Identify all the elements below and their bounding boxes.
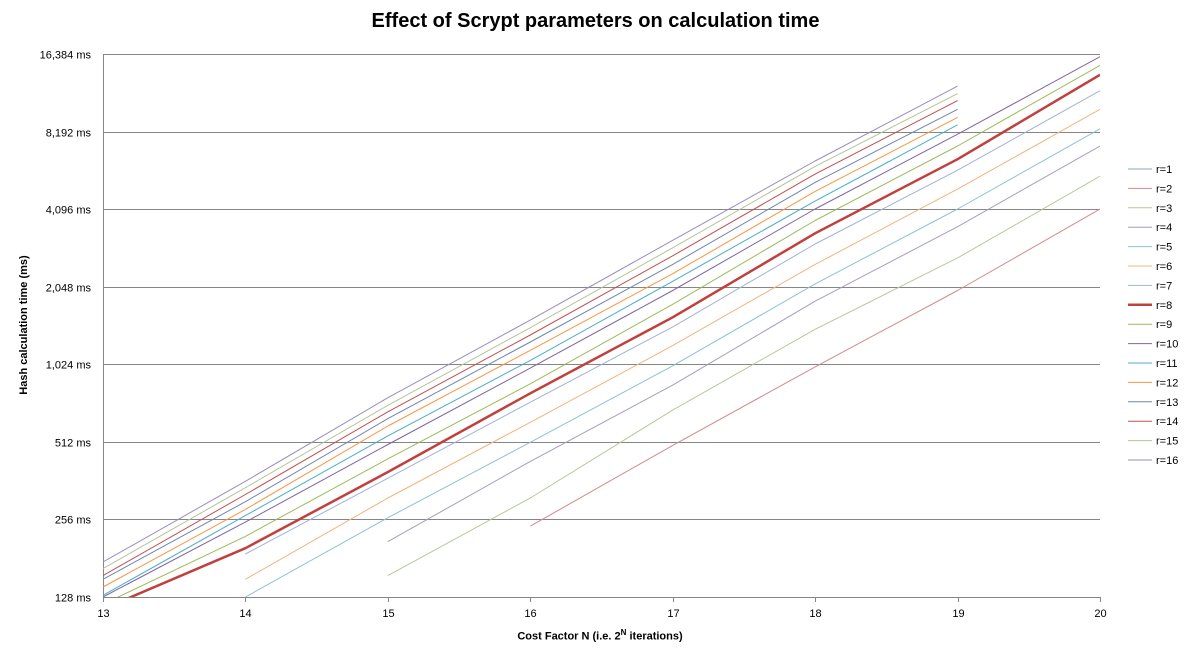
series-line-r-7: [245, 90, 1100, 555]
x-tick-label: 18: [809, 608, 821, 620]
x-tick-label: 17: [667, 608, 679, 620]
legend-label-r-7: r=7: [1156, 280, 1172, 292]
series-line-r-14: [103, 100, 958, 577]
chart-title: Effect of Scrypt parameters on calculati…: [371, 10, 820, 32]
y-tick-label: 128 ms: [55, 593, 92, 605]
x-tick-label: 13: [97, 608, 109, 620]
series-line-r-16: [103, 85, 958, 563]
x-axis-label: Cost Factor N (i.e. 2N iterations): [517, 628, 682, 643]
series-line-r-15: [103, 93, 958, 570]
legend: r=1 r=2 r=3 r=4 r=5 r=6 r=7 r=8 r=9 r=10 r=11 r=12 r…: [1128, 164, 1178, 467]
legend-label-r-5: r=5: [1156, 242, 1172, 254]
grid-lines: [103, 54, 1100, 598]
y-tick-label: 512 ms: [55, 438, 92, 450]
legend-label-r-15: r=15: [1156, 436, 1178, 448]
legend-label-r-14: r=14: [1156, 416, 1178, 428]
legend-label-r-2: r=2: [1156, 183, 1172, 195]
legend-label-r-4: r=4: [1156, 222, 1172, 234]
series-line-r-5: [245, 128, 1100, 597]
y-tick-label: 1,024 ms: [46, 360, 92, 372]
series-line-r-3: [387, 175, 1100, 577]
legend-label-r-3: r=3: [1156, 203, 1172, 215]
y-tick-label: 4,096 ms: [46, 205, 92, 217]
series-line-r-8: [127, 73, 1100, 597]
legend-label-r-6: r=6: [1156, 261, 1172, 273]
y-tick-label: 16,384 ms: [40, 50, 92, 62]
series-line-r-11: [103, 124, 958, 596]
series-lines: [103, 56, 1100, 597]
x-axis-label-sup: N: [620, 628, 627, 637]
x-tick-label: 14: [239, 608, 251, 620]
series-line-r-13: [103, 108, 958, 580]
legend-label-r-11: r=11: [1156, 358, 1178, 370]
series-line-r-4: [387, 145, 1100, 543]
series-line-r-9: [116, 64, 1100, 597]
series-line-r-2: [530, 208, 1100, 527]
x-tick-labels: 13 14 15 16 17 18 19 20: [97, 597, 1107, 620]
x-tick-label: 15: [382, 608, 394, 620]
x-tick-label: 16: [524, 608, 536, 620]
x-axis-label-suffix: iterations): [626, 630, 683, 643]
legend-label-r-8: r=8: [1156, 300, 1172, 312]
legend-label-r-16: r=16: [1156, 455, 1178, 467]
x-axis-label-prefix: Cost Factor N (i.e. 2: [517, 630, 621, 643]
y-tick-labels: 128 ms 256 ms 512 ms 1,024 ms 2,048 ms 4,096 …: [40, 50, 92, 605]
x-tick-label: 19: [952, 608, 964, 620]
series-line-r-6: [245, 108, 1100, 580]
legend-label-r-10: r=10: [1156, 339, 1178, 351]
legend-label-r-13: r=13: [1156, 397, 1178, 409]
series-line-r-12: [103, 116, 958, 588]
legend-label-r-9: r=9: [1156, 319, 1172, 331]
y-tick-label: 256 ms: [55, 515, 92, 527]
legend-label-r-1: r=1: [1156, 164, 1172, 176]
y-tick-label: 8,192 ms: [46, 128, 92, 140]
series-line-r-10: [103, 56, 1100, 597]
x-tick-label: 20: [1094, 608, 1106, 620]
y-tick-label: 2,048 ms: [46, 283, 92, 295]
legend-label-r-12: r=12: [1156, 377, 1178, 389]
